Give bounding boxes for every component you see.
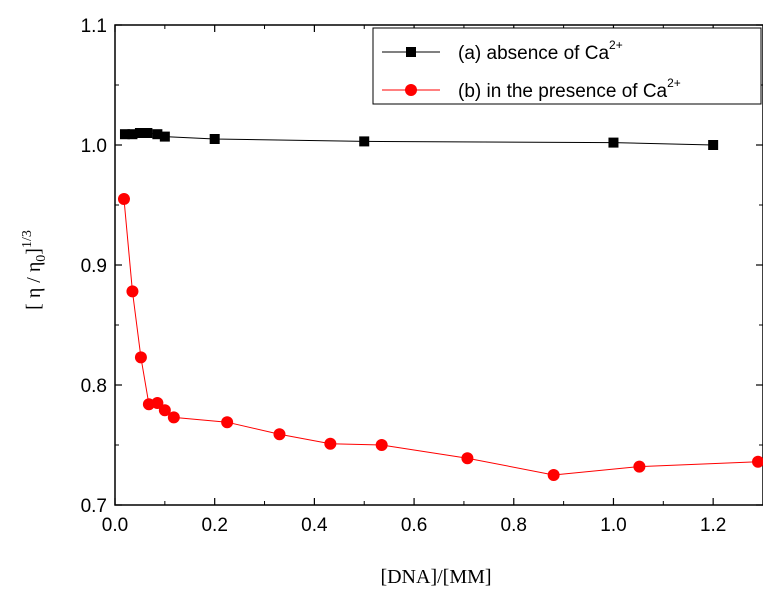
y-axis-title-tail: ] [23, 248, 45, 255]
legend-label-text: (a) absence of Ca [458, 43, 609, 64]
x-tick-label: 0.8 [501, 515, 527, 536]
data-point-circle [752, 455, 763, 468]
x-tick-label: 0.2 [201, 515, 227, 536]
data-point-circle [126, 285, 139, 298]
data-point-square [209, 134, 220, 144]
data-point-circle [158, 404, 171, 417]
legend-label-sup: 2+ [667, 76, 681, 90]
data-point-square [119, 129, 130, 140]
y-axis-title-sub: 0 [34, 255, 49, 262]
data-point-square [134, 128, 145, 138]
data-point-square [152, 129, 163, 140]
y-tick-label: 1.1 [81, 16, 107, 37]
legend-label-text: (b) in the presence of Ca [458, 81, 668, 102]
data-point-square [708, 140, 719, 150]
data-point-circle [221, 416, 234, 429]
legend-label-2: (b) in the presence of Ca2+ [458, 76, 681, 102]
data-point-circle [547, 469, 560, 481]
data-point-circle [117, 193, 130, 205]
x-tick-label: 0.4 [301, 515, 328, 536]
x-tick-label: 0.0 [102, 515, 128, 536]
x-axis-title: [DNA]/[MM] [380, 566, 491, 588]
y-tick-label: 1.0 [81, 136, 107, 157]
data-point-square [608, 137, 619, 148]
x-tick-label: 1.0 [600, 515, 626, 536]
data-point-circle [151, 397, 164, 409]
y-tick-label: 0.8 [81, 376, 107, 397]
plot-area: 0.0 0.2 0.4 0.6 0.8 1.0 1.2 0.7 0.8 0.9 1.0 1.1 [81, 16, 763, 536]
x-tick-label: 0.6 [401, 515, 427, 536]
series-line-2 [123, 198, 759, 476]
data-point-circle [134, 351, 147, 364]
data-point-square [142, 128, 153, 138]
y-axis-title: [ η / η0]1/3 [20, 230, 49, 310]
data-point-circle [375, 439, 388, 451]
legend-label-sup: 2+ [609, 38, 623, 52]
data-point-circle [273, 428, 286, 441]
data-point-square [127, 129, 138, 140]
svg-text:[ η / η0]1/3: [ η / η0]1/3 [20, 230, 49, 310]
legend-marker-square [406, 47, 416, 57]
data-point-circle [461, 452, 474, 465]
y-tick-label: 0.9 [81, 256, 107, 277]
x-tick-label: 1.2 [700, 515, 726, 536]
series-layer [117, 128, 763, 481]
data-point-circle [324, 437, 337, 450]
data-point-square [159, 131, 170, 142]
legend-label-1: (a) absence of Ca2+ [458, 38, 623, 64]
y-tick-label: 0.7 [81, 496, 107, 517]
y-axis-title-sup: 1/3 [20, 230, 35, 248]
data-point-square [359, 136, 370, 147]
legend-marker-circle [405, 84, 417, 96]
data-point-circle [633, 460, 646, 473]
legend: (a) absence of Ca2+(b) in the presence o… [372, 27, 762, 105]
data-point-circle [167, 411, 180, 424]
y-axis-title-main: [ η / η [23, 262, 45, 310]
legend-box [372, 27, 762, 105]
